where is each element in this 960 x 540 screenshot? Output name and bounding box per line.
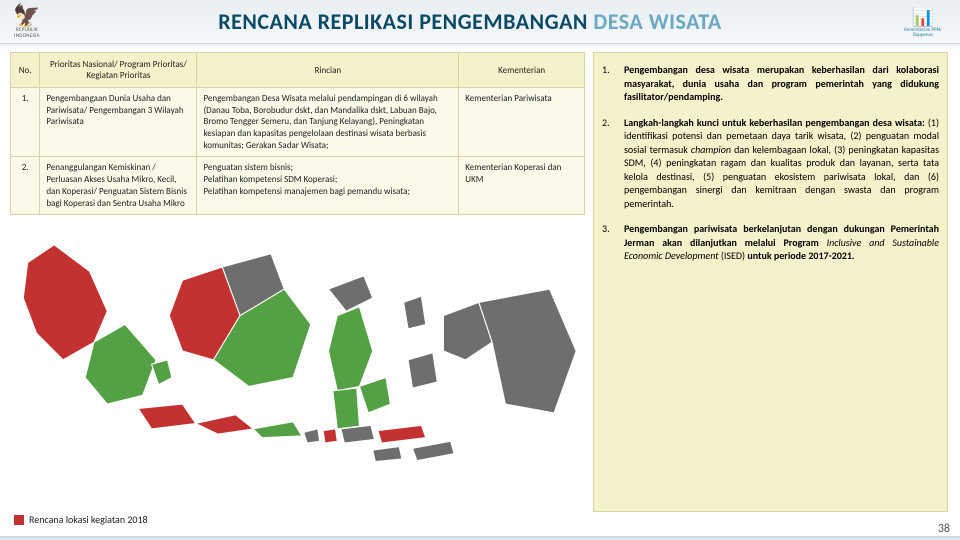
chart-icon: 📊 — [912, 6, 934, 28]
island-maluku-n — [404, 296, 426, 329]
island-sulawesi-c — [328, 307, 372, 391]
island-timor — [413, 441, 455, 460]
key-point: Langkah-langkah kunci untuk keberhasilan… — [602, 116, 939, 211]
island-sulawesi-se — [359, 378, 390, 413]
cell-no: 1. — [11, 88, 40, 157]
key-point: Pengembangan desa wisata merupakan keber… — [602, 63, 939, 104]
cell-rincian: Penguatan sistem bisnis; Pelatihan kompe… — [197, 157, 459, 215]
bappenas-logo: 📊 Kementerian PPN/ Bappenas — [898, 6, 948, 38]
th-program: Prioritas Nasional/ Program Prioritas/ K… — [40, 53, 197, 88]
title-main: RENCANA REPLIKASI PENGEMBANGAN — [218, 8, 593, 35]
map-svg — [10, 221, 585, 481]
cell-kementerian: Kementerian Pariwisata — [459, 88, 585, 157]
island-papua — [479, 289, 576, 413]
th-kementerian: Kementerian — [459, 53, 585, 88]
priorities-table: No. Prioritas Nasional/ Program Priorita… — [10, 52, 585, 215]
table-row: 2.Penanggulangan Kemiskinan / Perluasan … — [11, 157, 585, 215]
emblem-indonesia: 🦅 REPUBLIK INDONESIA — [12, 5, 42, 39]
page-title: RENCANA REPLIKASI PENGEMBANGAN DESA WISA… — [42, 8, 898, 35]
th-no: No. — [11, 53, 40, 88]
content-row: No. Prioritas Nasional/ Program Priorita… — [0, 44, 960, 512]
cell-kementerian: Kementerian Koperasi dan UKM — [459, 157, 585, 215]
left-column: No. Prioritas Nasional/ Program Priorita… — [10, 52, 585, 512]
cell-program: Penanggulangan Kemiskinan / Perluasan Ak… — [40, 157, 197, 215]
cell-rincian: Pengembangan Desa Wisata melalui pendamp… — [197, 88, 459, 157]
map-legend: Rencana lokasi kegiatan 2018 — [14, 513, 148, 526]
indonesia-map — [10, 221, 585, 481]
legend-swatch — [14, 515, 24, 525]
table-row: 1.Pengembangaan Dunia Usaha dan Pariwisa… — [11, 88, 585, 157]
island-maluku — [408, 353, 437, 388]
island-flores — [378, 425, 426, 443]
garuda-icon: 🦅 — [13, 5, 40, 27]
island-lombok — [323, 429, 337, 443]
legend-label: Rencana lokasi kegiatan 2018 — [29, 513, 148, 526]
bappenas-label: Kementerian PPN/ Bappenas — [898, 28, 948, 38]
th-rincian: Rincian — [197, 53, 459, 88]
cell-no: 2. — [11, 157, 40, 215]
island-bangka — [152, 360, 172, 385]
footer-band — [0, 536, 960, 540]
island-sulawesi-s — [333, 388, 360, 429]
island-java-west — [138, 404, 196, 429]
title-accent: DESA WISATA — [593, 8, 721, 35]
header-bar: 🦅 REPUBLIK INDONESIA RENCANA REPLIKASI P… — [0, 0, 960, 44]
cell-program: Pengembangaan Dunia Usaha dan Pariwisata… — [40, 88, 197, 157]
page-number: 38 — [938, 522, 950, 536]
island-java-east — [253, 422, 302, 438]
key-point: Pengembangan pariwisata berkelanjutan de… — [602, 222, 939, 263]
key-points-panel: Pengembangan desa wisata merupakan keber… — [593, 52, 948, 512]
emblem-label-1: REPUBLIK — [16, 28, 38, 33]
island-sumba — [373, 447, 402, 462]
island-java-central — [196, 415, 254, 434]
island-bali — [304, 429, 320, 443]
emblem-label-2: INDONESIA — [14, 34, 40, 39]
island-sulawesi-n — [328, 276, 372, 311]
points-list: Pengembangan desa wisata merupakan keber… — [602, 63, 939, 263]
